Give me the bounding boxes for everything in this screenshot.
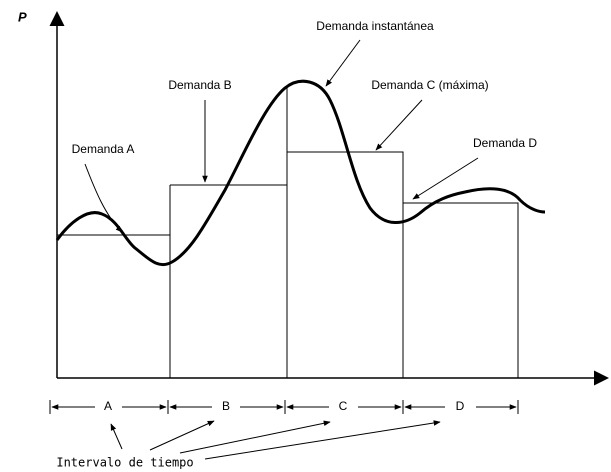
annotation: Demanda D — [473, 136, 537, 150]
interval-caption: Intervalo de tiempo — [56, 456, 193, 470]
arrow — [325, 39, 361, 87]
interval-label: A — [104, 399, 112, 413]
arrow — [412, 157, 479, 200]
annotation: Demanda instantánea — [316, 19, 434, 33]
arrow — [84, 163, 123, 233]
y-label: P — [18, 9, 27, 24]
caption-arrows — [110, 420, 441, 460]
interval-label: B — [222, 399, 230, 413]
interval-label: D — [456, 399, 465, 413]
annotation: Demanda B — [168, 78, 231, 92]
annotation: Demanda C (máxima) — [371, 78, 488, 92]
annotation: Demanda A — [72, 142, 135, 156]
interval-bar — [49, 400, 519, 414]
instantaneous-curve — [55, 79, 546, 267]
demand-blocks — [57, 151, 519, 378]
interval-label: C — [339, 399, 348, 413]
arrow — [375, 99, 423, 151]
